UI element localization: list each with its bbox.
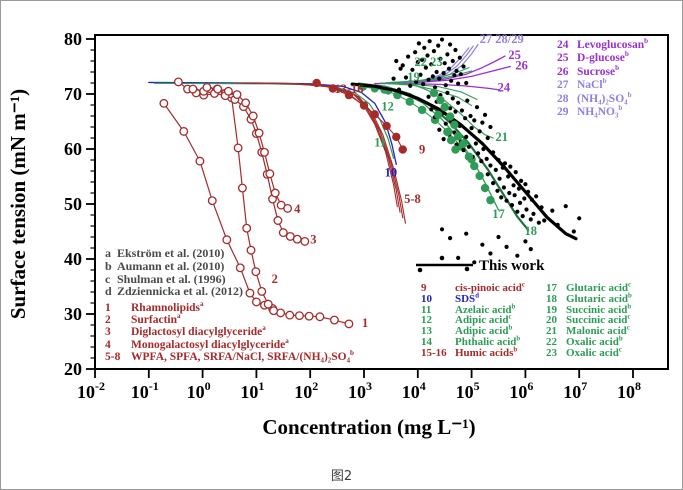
series-11 [153, 82, 395, 159]
legend-sugars-salts: 24 Levoglucosanb 25 D-glucoseb 26 Sucroseb 27 N… [557, 37, 649, 119]
x-tick-label: 107 [563, 379, 587, 402]
scatter-this-work [391, 37, 582, 265]
legend-item-5-8: 5-8 WPFA, SPFA, SRFA/NaCl, SRFA/(NH₄)₂SO₄… [105, 348, 355, 363]
y-tick-label: 50 [64, 194, 82, 214]
x-tick-label: 106 [509, 379, 533, 402]
reference-c: c Shulman et al. (1996) [105, 271, 226, 286]
legend-surfactants: 1 Rhamnolipidsa 2 Surfactina 3 Diglactosyl di… [105, 300, 355, 363]
curve-label-11: 11 [374, 135, 386, 149]
legend-item-23: 23 Oxalic acidc [546, 346, 622, 359]
legend-item-24: 24 Levoglucosanb [557, 37, 649, 51]
y-axis-title: Surface tension (mN m⁻¹) [6, 89, 30, 319]
figure-caption: 图2 [330, 469, 353, 484]
series-25 [384, 55, 506, 84]
series-19 [379, 82, 478, 101]
x-tick-label: 100 [187, 379, 211, 402]
series-21 [411, 83, 494, 139]
y-tick-label: 70 [64, 84, 82, 104]
legend-item-11: 11 Azelaic acidb [421, 302, 516, 316]
legend-this-work: This work [416, 255, 545, 274]
legend-item-15-16: 15-16 Humic acidsb [421, 346, 518, 359]
green-acid-dots [429, 88, 495, 205]
legend-item-25: 25 D-glucoseb [557, 50, 629, 65]
curve-label-2: 2 [272, 272, 278, 286]
series-9 [312, 78, 407, 154]
x-tick-label: 102 [294, 379, 318, 402]
legend-item-1: 1 Rhamnolipidsa [105, 300, 204, 314]
series-4 [202, 82, 293, 213]
curve-label-10: 10 [385, 166, 398, 180]
legend-acids-column-1: 9 cis-pinoic acidc 10 SDSd 11 Azelaic acidb 12… [421, 281, 525, 359]
y-axis-ticks: 20 30 40 50 60 70 80 [64, 29, 95, 379]
x-tick-label: 101 [240, 379, 264, 402]
x-tick-label: 10-1 [131, 379, 159, 402]
legend-item-26: 26 Sucroseb [557, 63, 620, 78]
x-tick-label: 104 [402, 379, 426, 402]
curve-label-26: 26 [515, 58, 528, 72]
curve-label-1: 1 [362, 316, 368, 330]
curve-label-22 23: 22 23 [414, 55, 442, 69]
legend-item-3: 3 Diglactosyl diacylglyceridea [105, 324, 266, 339]
curve-label-3: 3 [310, 233, 316, 247]
legend-item-29: 29 NH₄NO₃b [557, 104, 623, 119]
legend-item-9: 9 cis-pinoic acidc [421, 281, 525, 294]
legend-references: a Ekström et al. (2010) b Aumann et al. (20… [105, 247, 243, 298]
legend-item-28: 28 (NH₄)₂SO₄b [557, 90, 632, 105]
legend-item-22: 22 Oxalic acidb [546, 335, 623, 348]
legend-item-10: 10 SDSd [421, 292, 479, 305]
plot-frame [94, 34, 669, 370]
x-tick-label: 103 [348, 379, 372, 402]
series-1 [159, 98, 354, 329]
curve-label-17: 17 [492, 207, 505, 221]
x-tick-label: 10-2 [77, 379, 105, 402]
legend-item-20: 20 Succinic acidc [546, 313, 631, 327]
curve-label-12: 12 [381, 100, 394, 114]
legend-item-17: 17 Glutaric acidc [546, 281, 632, 294]
curve-label-5-8: 5-8 [404, 192, 421, 206]
curve-label-25: 25 [508, 48, 521, 62]
x-tick-label: 105 [456, 379, 480, 402]
curve-label-4: 4 [294, 202, 301, 216]
legend-item-19: 19 Succinic acidb [546, 302, 632, 316]
curve-label-18: 18 [525, 224, 538, 238]
y-tick-label: 20 [64, 359, 82, 379]
legend-item-21: 21 Malonic acidc [546, 324, 630, 338]
y-tick-label: 80 [64, 29, 82, 49]
curve-label-19: 19 [407, 70, 420, 84]
legend-this-work-label: This work [479, 258, 545, 274]
x-axis-title: Concentration (mg L⁻¹) [262, 415, 475, 439]
legend-item-18: 18 Glutaric acidb [546, 292, 632, 305]
curve-label-24: 24 [498, 80, 511, 94]
legend-item-14: 14 Phthalic acidb [421, 335, 521, 348]
curve-label-21: 21 [495, 130, 508, 144]
curve-label-9: 9 [419, 142, 425, 156]
reference-a: a Ekström et al. (2010) [105, 246, 225, 260]
curve-label-13-16: 13-16 [334, 82, 363, 96]
legend-acids-column-2: 17 Glutaric acidc 18 Glutaric acidb 19 Succin… [546, 281, 632, 359]
legend-item-4: 4 Monogalactosyl diacylglyceridea [105, 336, 289, 351]
legend-item-27: 27 NaClb [557, 77, 607, 92]
reference-d: d Zdziennicka et al. (2012) [105, 284, 243, 299]
y-tick-label: 60 [64, 139, 82, 159]
legend-item-2: 2 Surfactina [105, 312, 181, 327]
y-tick-label: 30 [64, 304, 82, 324]
x-axis-ticks: 10-2 10-1 100 101 102 103 104 105 106 107 108 [77, 369, 641, 402]
fit-line-this-work [350, 82, 578, 241]
reference-b: b Aumann et al. (2010) [105, 258, 225, 273]
series-10 [148, 81, 397, 166]
legend-item-13: 13 Adipic acidb [421, 324, 513, 338]
curve-label-27 28/29: 27 28/29 [480, 32, 524, 46]
x-tick-label: 108 [617, 379, 641, 402]
y-tick-label: 40 [64, 249, 82, 269]
legend-item-12: 12 Adipic acidc [421, 313, 512, 327]
